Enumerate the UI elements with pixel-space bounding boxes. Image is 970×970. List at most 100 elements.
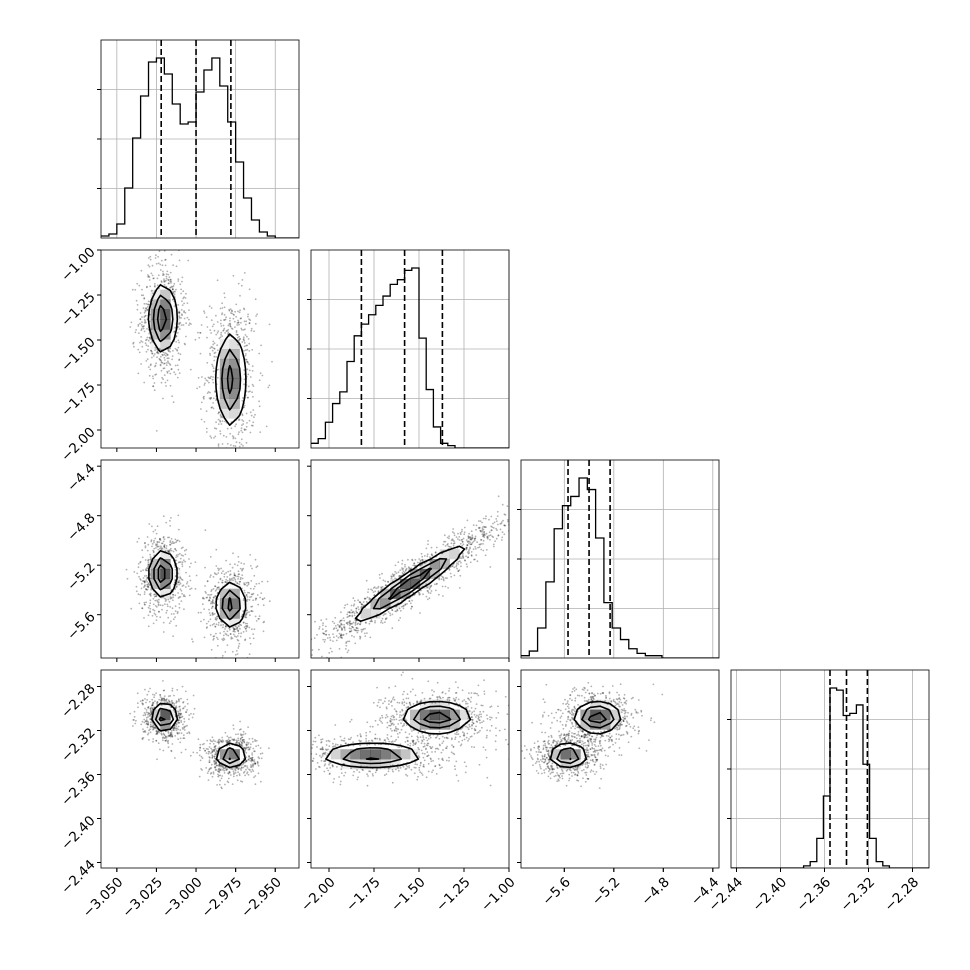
sample-point bbox=[489, 534, 492, 537]
sample-point bbox=[240, 443, 243, 446]
sample-point bbox=[159, 694, 162, 696]
sample-point bbox=[396, 608, 399, 611]
sample-point bbox=[577, 733, 580, 736]
sample-point bbox=[424, 666, 426, 668]
sample-point bbox=[448, 696, 451, 699]
sample-point bbox=[155, 547, 157, 549]
sample-point bbox=[590, 698, 593, 700]
sample-point bbox=[225, 449, 227, 451]
sample-point bbox=[557, 482, 559, 484]
sample-point bbox=[543, 711, 546, 714]
sample-point bbox=[421, 732, 424, 735]
sample-point bbox=[169, 540, 172, 542]
sample-point bbox=[587, 745, 590, 747]
sample-point bbox=[183, 594, 185, 596]
sample-point bbox=[417, 732, 420, 734]
sample-point bbox=[590, 740, 593, 743]
sample-point bbox=[570, 727, 572, 729]
sample-point bbox=[147, 348, 149, 351]
sample-point bbox=[177, 733, 179, 735]
sample-point bbox=[328, 633, 330, 636]
sample-point bbox=[145, 709, 148, 711]
sample-point bbox=[341, 628, 344, 630]
sample-point bbox=[551, 765, 553, 768]
sample-point bbox=[241, 399, 244, 402]
sample-point bbox=[248, 342, 251, 345]
sample-point bbox=[594, 694, 596, 697]
sample-point bbox=[251, 764, 254, 767]
sample-point bbox=[541, 758, 544, 760]
sample-point bbox=[583, 733, 586, 736]
sample-point bbox=[210, 406, 213, 409]
sample-point bbox=[539, 759, 542, 761]
sample-point bbox=[249, 390, 251, 393]
sample-point bbox=[356, 631, 359, 634]
sample-point bbox=[625, 730, 628, 733]
sample-point bbox=[566, 702, 569, 705]
sample-point bbox=[341, 634, 344, 637]
sample-point bbox=[324, 753, 326, 756]
sample-point bbox=[178, 540, 181, 543]
sample-point bbox=[338, 626, 341, 629]
sample-point bbox=[585, 734, 587, 736]
sample-point bbox=[184, 297, 187, 299]
sample-point bbox=[149, 718, 152, 720]
sample-point bbox=[596, 753, 599, 756]
sample-point bbox=[209, 576, 212, 578]
sample-point bbox=[399, 714, 401, 716]
sample-point bbox=[490, 515, 493, 518]
sample-point bbox=[573, 686, 576, 689]
sample-point bbox=[243, 746, 246, 749]
sample-point bbox=[148, 593, 151, 596]
sample-point bbox=[156, 351, 159, 354]
sample-point bbox=[170, 368, 173, 370]
sample-point bbox=[240, 438, 243, 441]
sample-point bbox=[287, 756, 289, 758]
sample-point bbox=[153, 696, 156, 699]
sample-point bbox=[248, 768, 250, 771]
sample-point bbox=[318, 648, 320, 651]
sample-point bbox=[623, 712, 626, 715]
sample-point bbox=[232, 317, 235, 320]
sample-point bbox=[284, 761, 286, 763]
sample-point bbox=[476, 721, 478, 723]
sample-point bbox=[414, 743, 416, 746]
sample-point bbox=[170, 285, 173, 288]
sample-point bbox=[144, 688, 146, 691]
sample-point bbox=[445, 747, 448, 750]
sample-point bbox=[450, 539, 453, 542]
sample-point bbox=[234, 769, 237, 772]
sample-point bbox=[149, 723, 152, 726]
sample-point bbox=[212, 601, 214, 604]
sample-point bbox=[179, 322, 182, 324]
sample-point bbox=[144, 342, 147, 345]
sample-point bbox=[376, 769, 378, 772]
sample-point bbox=[217, 586, 219, 589]
sample-point bbox=[189, 754, 192, 757]
sample-point bbox=[217, 443, 220, 446]
sample-point bbox=[241, 279, 244, 281]
sample-point bbox=[451, 565, 454, 568]
sample-point bbox=[437, 696, 439, 698]
sample-point bbox=[161, 354, 164, 357]
sample-point bbox=[180, 313, 183, 316]
sample-point bbox=[252, 592, 255, 595]
sample-point bbox=[608, 732, 611, 735]
sample-point bbox=[462, 556, 465, 558]
sample-point bbox=[476, 541, 478, 544]
sample-point bbox=[325, 633, 327, 636]
sample-point bbox=[149, 285, 152, 288]
sample-point bbox=[619, 705, 621, 708]
sample-point bbox=[458, 539, 461, 541]
sample-point bbox=[240, 728, 242, 730]
sample-point bbox=[265, 425, 268, 428]
sample-point bbox=[391, 575, 393, 578]
sample-point bbox=[475, 720, 478, 723]
sample-point bbox=[220, 333, 222, 336]
sample-point bbox=[164, 603, 166, 605]
density-cell bbox=[150, 319, 161, 330]
sample-point bbox=[355, 607, 358, 610]
sample-point bbox=[411, 559, 414, 562]
sample-point bbox=[151, 704, 154, 707]
